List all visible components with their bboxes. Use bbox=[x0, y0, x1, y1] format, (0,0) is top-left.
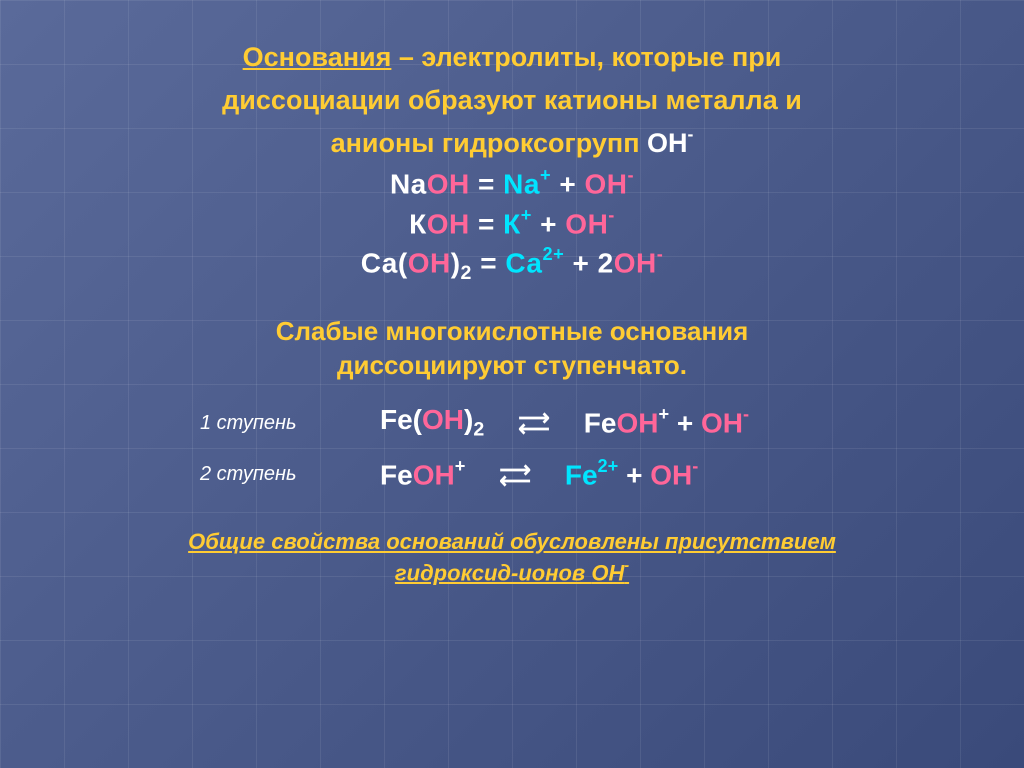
equation-caoh2: Са(ОН)2 = Са2+ + 2ОН- bbox=[60, 246, 964, 285]
step-2-row: 2 ступень FеОН+ ⟶ ⟵ Fе2+ + ОН- bbox=[200, 458, 964, 491]
weak-heading: Слабые многокислотные основания диссоции… bbox=[60, 315, 964, 383]
equation-naoh: NаОН = Nа+ + ОН- bbox=[60, 167, 964, 200]
term: Основания bbox=[243, 42, 392, 72]
footer-l2: гидроксид-ионов ОН- bbox=[60, 558, 964, 589]
step-1-row: 1 ступень Fе(ОН)2 ⟶ ⟵ FеОН+ + ОН- bbox=[200, 404, 964, 442]
footer-l1: Общие свойства оснований обусловлены при… bbox=[60, 527, 964, 558]
def-line3: анионы гидроксогрупп ОН- bbox=[60, 126, 964, 159]
weak-heading-l2: диссоциируют ступенчато. bbox=[60, 349, 964, 383]
footer-block: Общие свойства оснований обусловлены при… bbox=[60, 527, 964, 589]
equilibrium-arrows-icon: ⟶ ⟵ bbox=[499, 464, 531, 486]
step-2-label: 2 ступень bbox=[200, 463, 320, 486]
equilibrium-arrows-icon: ⟶ ⟵ bbox=[518, 412, 550, 434]
def-oh: ОН bbox=[647, 128, 688, 158]
slide-content: Основания – электролиты, которые при дис… bbox=[0, 0, 1024, 768]
step-1-label: 1 ступень bbox=[200, 412, 320, 435]
def-rest1: – электролиты, которые при bbox=[391, 42, 781, 72]
step-1-equation: Fе(ОН)2 ⟶ ⟵ FеОН+ + ОН- bbox=[380, 404, 749, 442]
step-2-equation: FеОН+ ⟶ ⟵ Fе2+ + ОН- bbox=[380, 458, 698, 491]
weak-heading-l1: Слабые многокислотные основания bbox=[60, 315, 964, 349]
def-line3-prefix: анионы гидроксогрупп bbox=[331, 128, 647, 158]
def-line2: диссоциации образуют катионы металла и bbox=[60, 83, 964, 118]
equation-koh: КОН = К+ + ОН- bbox=[60, 207, 964, 240]
def-oh-charge: - bbox=[688, 124, 694, 144]
definition-block: Основания – электролиты, которые при bbox=[60, 40, 964, 75]
